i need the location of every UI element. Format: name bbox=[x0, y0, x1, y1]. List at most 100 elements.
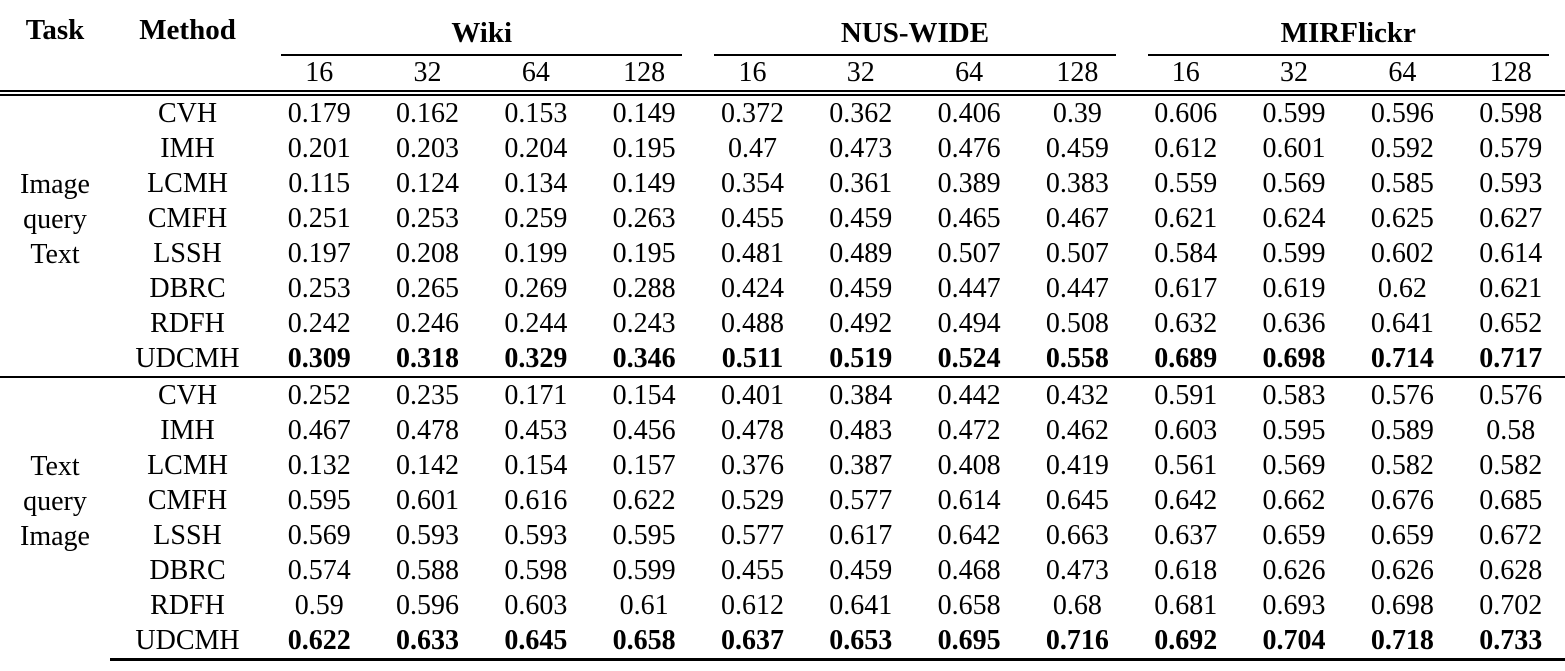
value-cell: 0.459 bbox=[1045, 132, 1109, 164]
value-cell: 0.595 bbox=[287, 484, 351, 516]
value-cell: 0.462 bbox=[1045, 414, 1109, 446]
value-cell: 0.584 bbox=[1154, 237, 1218, 269]
value-cell: 0.626 bbox=[1370, 554, 1434, 586]
value-cell: 0.203 bbox=[396, 132, 460, 164]
bit-length-header: 64 bbox=[914, 56, 1024, 96]
value-cell: 0.481 bbox=[720, 237, 784, 269]
value-cell: 0.585 bbox=[1370, 167, 1434, 199]
value-cell: 0.698 bbox=[1262, 342, 1326, 374]
bit-length-header: 32 bbox=[1239, 56, 1349, 96]
value-cell: 0.208 bbox=[396, 237, 460, 269]
table-row: IMH 0.201 0.203 0.204 0.195 0.47 0.473 0.476 0.4… bbox=[0, 131, 1565, 166]
value-cell: 0.529 bbox=[720, 484, 784, 516]
value-cell: 0.269 bbox=[504, 272, 568, 304]
value-cell: 0.154 bbox=[504, 449, 568, 481]
table-row: RDFH 0.59 0.596 0.603 0.61 0.612 0.641 0.658 0.6… bbox=[0, 588, 1565, 623]
value-cell: 0.576 bbox=[1456, 376, 1565, 413]
value-cell: 0.612 bbox=[1154, 132, 1218, 164]
value-cell: 0.253 bbox=[396, 202, 460, 234]
value-cell: 0.622 bbox=[265, 623, 374, 661]
value-cell: 0.659 bbox=[1370, 519, 1434, 551]
value-cell: 0.376 bbox=[720, 449, 784, 481]
value-cell: 0.637 bbox=[698, 623, 807, 661]
value-cell: 0.663 bbox=[1045, 519, 1109, 551]
value-cell: 0.387 bbox=[829, 449, 893, 481]
value-cell: 0.362 bbox=[829, 97, 893, 129]
dataset-label: Wiki bbox=[281, 17, 683, 56]
value-cell: 0.406 bbox=[937, 97, 1001, 129]
value-cell: 0.465 bbox=[937, 202, 1001, 234]
header-row-datasets: Task Method Wiki NUS-WIDE MIRFlickr bbox=[0, 0, 1565, 96]
value-cell: 0.361 bbox=[829, 167, 893, 199]
dataset-header-wiki: Wiki bbox=[265, 0, 698, 56]
value-cell: 0.171 bbox=[481, 376, 590, 413]
value-cell: 0.685 bbox=[1479, 484, 1543, 516]
value-cell: 0.693 bbox=[1262, 589, 1326, 621]
bit-length-header: 16 bbox=[698, 56, 807, 96]
value-cell: 0.149 bbox=[612, 167, 676, 199]
value-cell: 0.507 bbox=[1045, 237, 1109, 269]
dataset-header-nuswide: NUS-WIDE bbox=[698, 0, 1131, 56]
task-label-line: Image bbox=[20, 521, 90, 553]
method-cell: CMFH bbox=[147, 484, 228, 516]
task-label-line: Text bbox=[30, 451, 80, 483]
method-cell: CVH bbox=[110, 376, 266, 413]
value-cell: 0.658 bbox=[937, 589, 1001, 621]
dataset-label: NUS-WIDE bbox=[714, 17, 1116, 56]
dataset-label: MIRFlickr bbox=[1147, 17, 1549, 56]
bit-length-header: 128 bbox=[1456, 56, 1565, 96]
task-column-header: Task bbox=[0, 0, 111, 96]
value-cell: 0.576 bbox=[1348, 376, 1457, 413]
value-cell: 0.47 bbox=[727, 132, 777, 164]
value-cell: 0.424 bbox=[720, 272, 784, 304]
value-cell: 0.459 bbox=[829, 272, 893, 304]
value-cell: 0.519 bbox=[829, 342, 893, 374]
bit-length-header: 32 bbox=[806, 56, 915, 96]
value-cell: 0.601 bbox=[396, 484, 460, 516]
value-cell: 0.383 bbox=[1045, 167, 1109, 199]
value-cell: 0.617 bbox=[1154, 272, 1218, 304]
value-cell: 0.524 bbox=[937, 342, 1001, 374]
task-label-line: Text bbox=[30, 238, 80, 270]
value-cell: 0.459 bbox=[829, 202, 893, 234]
value-cell: 0.455 bbox=[720, 554, 784, 586]
value-cell: 0.467 bbox=[287, 414, 351, 446]
table-row: IMH 0.467 0.478 0.453 0.456 0.478 0.483 0.472 0.… bbox=[0, 413, 1565, 448]
bit-length-header: 32 bbox=[373, 56, 482, 96]
value-cell: 0.408 bbox=[937, 449, 1001, 481]
value-cell: 0.733 bbox=[1456, 623, 1565, 661]
value-cell: 0.628 bbox=[1479, 554, 1543, 586]
table-row: RDFH 0.242 0.246 0.244 0.243 0.488 0.492 0.494 0… bbox=[0, 306, 1565, 341]
value-cell: 0.459 bbox=[829, 554, 893, 586]
method-cell: LSSH bbox=[153, 519, 222, 551]
method-cell: RDFH bbox=[150, 307, 225, 339]
value-cell: 0.642 bbox=[937, 519, 1001, 551]
value-cell: 0.602 bbox=[1370, 237, 1434, 269]
method-cell: CVH bbox=[157, 97, 218, 129]
value-cell: 0.577 bbox=[829, 484, 893, 516]
value-cell: 0.591 bbox=[1131, 376, 1240, 413]
method-column-header: Method bbox=[110, 0, 266, 96]
bit-length-header: 128 bbox=[589, 56, 699, 96]
value-cell: 0.263 bbox=[612, 202, 676, 234]
value-cell: 0.61 bbox=[619, 589, 669, 621]
value-cell: 0.478 bbox=[396, 414, 460, 446]
task-label-line: query bbox=[23, 486, 87, 518]
value-cell: 0.246 bbox=[396, 307, 460, 339]
value-cell: 0.134 bbox=[504, 167, 568, 199]
value-cell: 0.577 bbox=[720, 519, 784, 551]
table-row: UDCMH 0.309 0.318 0.329 0.346 0.511 0.519 0.524… bbox=[0, 341, 1565, 377]
value-cell: 0.612 bbox=[720, 589, 784, 621]
value-cell: 0.603 bbox=[504, 589, 568, 621]
value-cell: 0.599 bbox=[612, 554, 676, 586]
value-cell: 0.39 bbox=[1052, 97, 1102, 129]
value-cell: 0.598 bbox=[1479, 97, 1543, 129]
task-section: Image query Text CVH 0.179 0.162 0.153 0.149 0.3… bbox=[0, 93, 1565, 377]
value-cell: 0.346 bbox=[612, 342, 676, 374]
value-cell: 0.153 bbox=[504, 97, 568, 129]
value-cell: 0.559 bbox=[1154, 167, 1218, 199]
value-cell: 0.583 bbox=[1239, 376, 1349, 413]
table-row: CMFH 0.251 0.253 0.259 0.263 0.455 0.459 0.465 0… bbox=[0, 201, 1565, 236]
value-cell: 0.472 bbox=[937, 414, 1001, 446]
value-cell: 0.235 bbox=[373, 376, 482, 413]
